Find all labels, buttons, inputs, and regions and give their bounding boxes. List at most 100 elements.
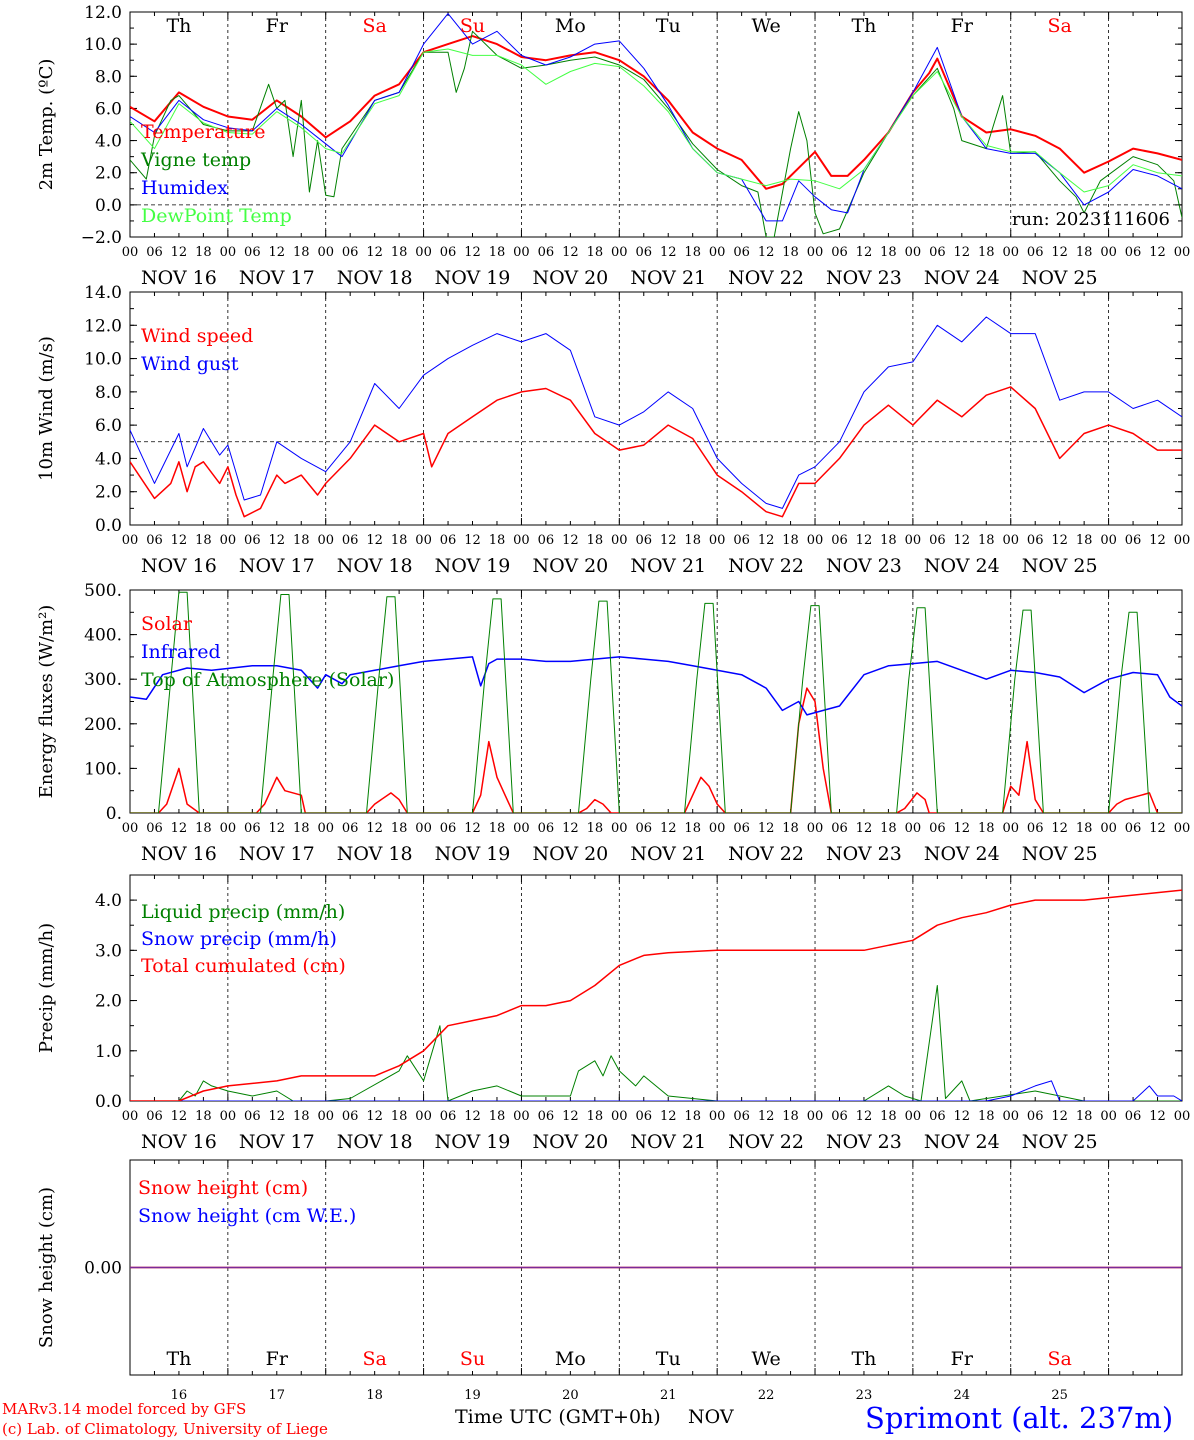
hour-label: 18 xyxy=(391,533,408,548)
hour-label: 06 xyxy=(929,1109,946,1124)
y-tick-label: 2.0 xyxy=(95,164,122,184)
hour-label: 12 xyxy=(269,245,286,260)
date-label: NOV 16 xyxy=(141,555,217,577)
date-label: NOV 21 xyxy=(630,843,706,865)
date-label: NOV 25 xyxy=(1022,1131,1098,1153)
hour-label: 18 xyxy=(880,533,897,548)
hour-label: 00 xyxy=(709,1109,726,1124)
hour-label: 12 xyxy=(660,245,677,260)
hour-label: 18 xyxy=(489,821,506,836)
hour-label: 00 xyxy=(709,821,726,836)
hour-label: 12 xyxy=(171,245,188,260)
hour-label: 12 xyxy=(660,821,677,836)
day-number: 24 xyxy=(954,1388,971,1403)
hour-label: 18 xyxy=(978,245,995,260)
hour-label: 12 xyxy=(1051,245,1068,260)
hour-label: 18 xyxy=(489,245,506,260)
series-infrared xyxy=(130,656,1182,716)
day-name: Th xyxy=(166,15,191,37)
y-tick-label: 200. xyxy=(84,715,122,735)
hour-label: 06 xyxy=(244,245,261,260)
hour-label: 06 xyxy=(831,533,848,548)
date-label: NOV 17 xyxy=(239,267,315,289)
date-label: NOV 23 xyxy=(826,267,902,289)
day-name: Mo xyxy=(555,1348,586,1370)
hour-label: 18 xyxy=(782,1109,799,1124)
day-name: Fr xyxy=(266,1348,289,1370)
hour-label: 12 xyxy=(660,533,677,548)
credit-line-2: (c) Lab. of Climatology, University of L… xyxy=(2,1420,328,1438)
y-tick-label: 4.0 xyxy=(95,449,122,469)
day-name: Th xyxy=(166,1348,191,1370)
hour-label: 00 xyxy=(1174,821,1191,836)
y-axis-title: Snow height (cm) xyxy=(36,1187,57,1348)
panel-1: 12.0 10.0 8.0 6.0 4.0 2.0 0.0 −2.0 2m Temp. (ºC)… xyxy=(36,3,1190,289)
hour-label: 06 xyxy=(1125,821,1142,836)
hour-label: 06 xyxy=(342,821,359,836)
hour-label: 06 xyxy=(831,245,848,260)
day-name: Th xyxy=(851,15,876,37)
hour-label: 18 xyxy=(1076,1109,1093,1124)
hour-label: 06 xyxy=(538,533,555,548)
hour-label: 12 xyxy=(171,533,188,548)
panel-2: 14.0 12.0 10.0 8.0 6.0 4.0 2.0 0.0 10m Wind (m/s… xyxy=(36,283,1190,577)
hour-label: 12 xyxy=(954,821,971,836)
series-humidex xyxy=(130,13,1182,222)
hour-label: 00 xyxy=(1002,1109,1019,1124)
hour-label: 12 xyxy=(269,821,286,836)
y-tick-label: 2.0 xyxy=(95,992,122,1012)
day-number: 19 xyxy=(464,1388,481,1403)
legend-entry: Total cumulated (cm) xyxy=(141,955,346,977)
hour-label: 18 xyxy=(1076,533,1093,548)
hour-label: 00 xyxy=(807,1109,824,1124)
location-title: Sprimont (alt. 237m) xyxy=(865,1401,1174,1435)
hour-label: 06 xyxy=(1027,245,1044,260)
y-tick-label: 400. xyxy=(84,626,122,646)
hour-label: 00 xyxy=(709,533,726,548)
hour-label: 12 xyxy=(1149,821,1166,836)
hour-label: 12 xyxy=(366,821,383,836)
hour-label: 06 xyxy=(440,245,457,260)
hour-label: 00 xyxy=(220,245,237,260)
day-name: We xyxy=(751,1348,780,1370)
hour-label: 00 xyxy=(611,245,628,260)
hour-label: 12 xyxy=(562,245,579,260)
hour-label: 00 xyxy=(905,533,922,548)
legend-entry: Solar xyxy=(141,613,193,635)
y-tick-label: 300. xyxy=(84,670,122,690)
hour-label: 06 xyxy=(1125,533,1142,548)
hour-label: 12 xyxy=(269,533,286,548)
hour-label: 18 xyxy=(782,533,799,548)
legend-entry: Wind gust xyxy=(141,353,239,375)
date-label: NOV 19 xyxy=(435,843,511,865)
hour-label: 18 xyxy=(880,821,897,836)
hour-label: 12 xyxy=(856,245,873,260)
hour-label: 06 xyxy=(440,533,457,548)
day-number: 22 xyxy=(758,1388,775,1403)
hour-label: 06 xyxy=(733,533,750,548)
hour-label: 06 xyxy=(244,533,261,548)
hour-label: 18 xyxy=(391,821,408,836)
hour-label: 00 xyxy=(905,1109,922,1124)
y-tick-label: 0.0 xyxy=(95,516,122,536)
date-label: NOV 19 xyxy=(435,1131,511,1153)
day-number: 25 xyxy=(1051,1388,1068,1403)
hour-label: 00 xyxy=(220,821,237,836)
y-axis-title: 10m Wind (m/s) xyxy=(36,336,57,481)
hour-label: 18 xyxy=(195,533,212,548)
hour-label: 00 xyxy=(122,245,139,260)
hour-label: 00 xyxy=(220,1109,237,1124)
hour-label: 18 xyxy=(978,533,995,548)
hour-label: 18 xyxy=(489,533,506,548)
y-axis-title: Energy fluxes (W/m²) xyxy=(36,605,57,799)
hour-label: 00 xyxy=(122,1109,139,1124)
date-label: NOV 21 xyxy=(630,267,706,289)
hour-label: 06 xyxy=(733,821,750,836)
hour-label: 12 xyxy=(954,245,971,260)
hour-label: 00 xyxy=(1002,245,1019,260)
hour-label: 00 xyxy=(1174,1109,1191,1124)
legend-entry: DewPoint Temp xyxy=(141,205,292,227)
hour-label: 00 xyxy=(415,821,432,836)
y-tick-label: 500. xyxy=(84,581,122,601)
hour-label: 00 xyxy=(807,533,824,548)
